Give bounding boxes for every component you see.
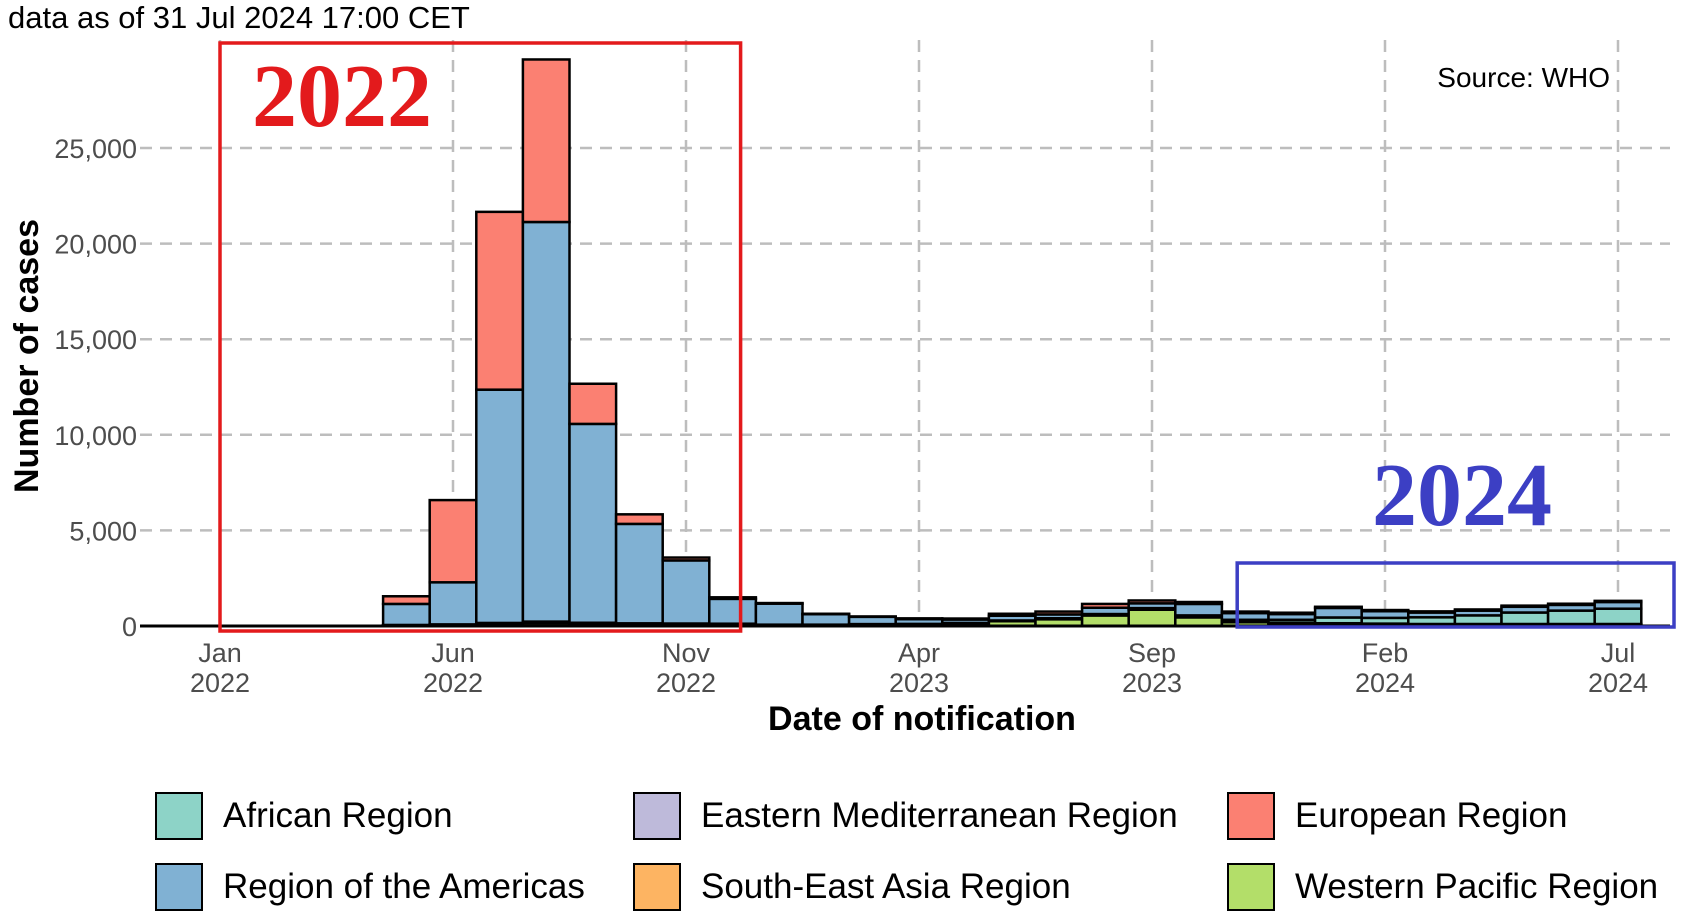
- x-tick-label: 2024: [1588, 668, 1648, 698]
- legend-swatch: [633, 863, 681, 911]
- legend-label: Region of the Americas: [223, 867, 585, 906]
- bar-segment: [1267, 611, 1317, 616]
- x-tick-label: 2022: [190, 668, 250, 698]
- legend-item: Eastern Mediterranean Region: [633, 790, 1178, 842]
- bar-segment: [1500, 611, 1550, 626]
- highlight-box-2024: [1235, 561, 1676, 629]
- legend-item: African Region: [155, 790, 453, 842]
- source-caption: Source: WHO: [1437, 62, 1610, 93]
- legend-label: European Region: [1295, 796, 1568, 835]
- bar-segment: [1546, 602, 1596, 607]
- bar-segment: [1080, 602, 1130, 609]
- bar-segment: [1220, 610, 1270, 615]
- legend: African Region Eastern Mediterranean Regi…: [155, 790, 1685, 915]
- bar-segment: [1127, 599, 1177, 605]
- bar-segment: [1593, 607, 1643, 626]
- bar-segment: [614, 513, 664, 526]
- x-tick-label: Sep: [1128, 638, 1176, 668]
- bar-segment: [708, 597, 758, 625]
- y-tick-label: 20,000: [54, 230, 137, 260]
- annotation-2022: 2022: [252, 47, 432, 146]
- bar-segment: [475, 210, 525, 391]
- bar-segment: [1313, 605, 1363, 610]
- y-tick-label: 25,000: [54, 134, 137, 164]
- bar-segment: [614, 522, 664, 625]
- bar-segment: [381, 602, 431, 627]
- legend-swatch: [1227, 863, 1275, 911]
- bar-segment: [1174, 600, 1224, 606]
- bar-segment: [1407, 610, 1457, 614]
- annotations: 2022 2024: [218, 41, 1676, 633]
- x-tick-label: Jun: [431, 638, 475, 668]
- x-tick-label: 2022: [423, 668, 483, 698]
- x-tick-label: 2022: [656, 668, 716, 698]
- x-tick-label: Feb: [1362, 638, 1409, 668]
- x-tick-label: 2023: [1122, 668, 1182, 698]
- bar-segment: [894, 617, 944, 621]
- bar-segment: [708, 596, 758, 601]
- bar-segment: [1500, 604, 1550, 609]
- legend-swatch: [633, 792, 681, 840]
- bar-segment: [1360, 608, 1410, 613]
- y-tick-label: 15,000: [54, 325, 137, 355]
- bar-segment: [1034, 610, 1084, 616]
- bar-segment: [1593, 599, 1643, 604]
- bar-segment: [428, 581, 478, 626]
- bar-segment: [381, 595, 431, 606]
- bar-segment: [1127, 608, 1177, 628]
- bar-segment: [568, 382, 618, 426]
- stacked-bar-chart: 05,00010,00015,00020,00025,000Jan2022Jun…: [8, 40, 1676, 738]
- chart-subtitle: data as of 31 Jul 2024 17:00 CET: [8, 0, 470, 35]
- bar-segment: [1313, 606, 1363, 619]
- y-tick-label: 5,000: [69, 516, 137, 546]
- y-tick-label: 0: [122, 612, 137, 642]
- legend-item: European Region: [1227, 790, 1567, 842]
- bar-segment: [475, 388, 525, 625]
- bar-segment: [521, 220, 571, 623]
- legend-label: Eastern Mediterranean Region: [701, 796, 1178, 835]
- legend-item: Region of the Americas: [155, 861, 585, 913]
- bar-segment: [568, 422, 618, 624]
- legend-label: South-East Asia Region: [701, 867, 1071, 906]
- x-tick-label: Jan: [198, 638, 242, 668]
- bar-segment: [521, 58, 571, 224]
- legend-swatch: [155, 792, 203, 840]
- x-tick-label: 2023: [889, 668, 949, 698]
- y-axis-label: Number of cases: [8, 219, 46, 493]
- bar-segment: [1080, 614, 1130, 628]
- legend-item: South-East Asia Region: [633, 861, 1071, 913]
- bar-segment: [941, 617, 991, 621]
- bar-segment: [428, 498, 478, 584]
- bar-segment: [754, 601, 804, 605]
- x-tick-label: 2024: [1355, 668, 1415, 698]
- annotation-2024: 2024: [1372, 446, 1552, 545]
- x-tick-label: Nov: [662, 638, 711, 668]
- bar-segment: [661, 556, 711, 562]
- legend-label: Western Pacific Region: [1295, 867, 1659, 906]
- x-tick-label: Apr: [898, 638, 940, 668]
- bar-segment: [1453, 614, 1503, 626]
- bar-segment: [661, 559, 711, 625]
- legend-label: African Region: [223, 796, 453, 835]
- bar-segment: [1453, 608, 1503, 612]
- bar-segment: [1546, 609, 1596, 626]
- bar-segment: [1174, 602, 1224, 617]
- bar-segment: [987, 612, 1037, 617]
- legend-swatch: [155, 863, 203, 911]
- bar-segment: [754, 602, 804, 626]
- y-tick-label: 10,000: [54, 421, 137, 451]
- highlight-box-2022: [218, 41, 743, 633]
- bars: [381, 58, 1643, 628]
- bar-segment: [801, 612, 851, 626]
- x-tick-label: Jul: [1601, 638, 1636, 668]
- legend-item: Western Pacific Region: [1227, 861, 1658, 913]
- legend-swatch: [1227, 792, 1275, 840]
- tick-labels: 05,00010,00015,00020,00025,000Jan2022Jun…: [54, 134, 1648, 698]
- x-axis-label: Date of notification: [768, 700, 1076, 738]
